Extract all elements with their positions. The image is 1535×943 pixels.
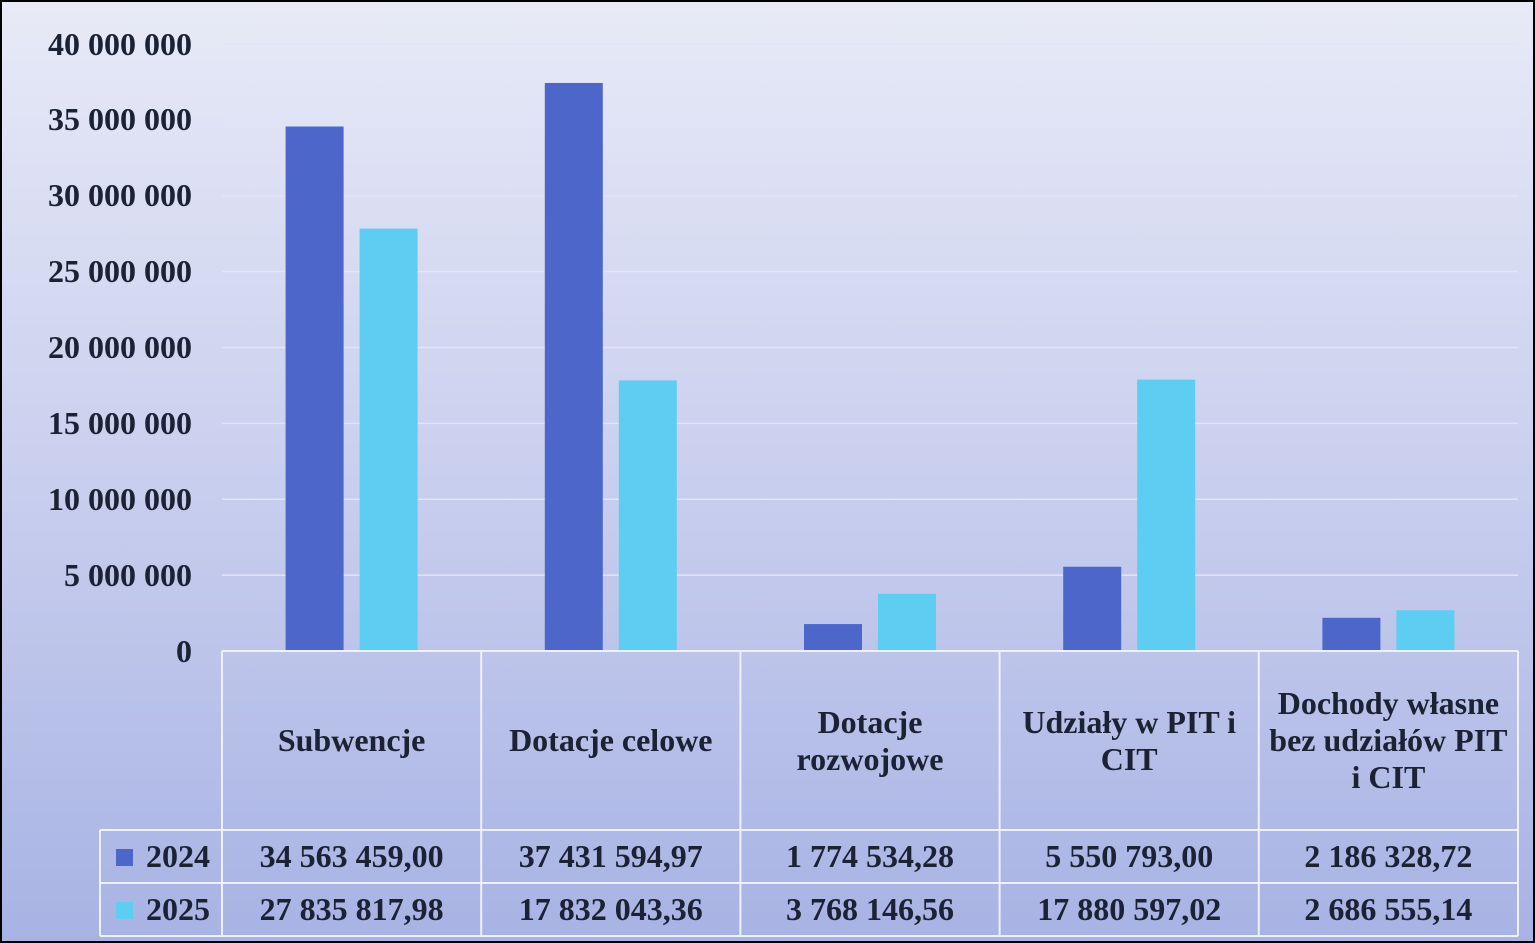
y-tick-label: 20 000 000: [48, 329, 192, 365]
data-label: 3 768 146,56: [785, 891, 954, 927]
bar: [804, 624, 862, 651]
data-label: 1 774 534,28: [785, 838, 954, 874]
y-tick-label: 30 000 000: [48, 177, 192, 214]
y-tick-label: 10 000 000: [48, 480, 192, 517]
y-tick-label: 0: [176, 632, 192, 669]
legend-swatch: [116, 849, 133, 866]
bar: [1137, 379, 1196, 651]
x-tick-label: Subwencje: [277, 722, 426, 758]
bar: [1396, 610, 1455, 651]
legend-swatch: [116, 902, 133, 919]
data-label: 2 686 555,14: [1304, 891, 1473, 927]
data-label: 34 563 459,00: [259, 838, 444, 874]
bar: [618, 380, 677, 651]
bar: [544, 82, 603, 652]
x-tick-label: Udziały w PIT i CIT: [1022, 703, 1237, 777]
y-tick-label: 40 000 000: [48, 25, 192, 62]
y-tick-label: 25 000 000: [48, 253, 192, 290]
data-label: 17 880 597,02: [1037, 891, 1222, 927]
x-tick-label: Dotacje celowe: [509, 722, 713, 758]
bar: [1322, 617, 1381, 651]
bar: [359, 228, 418, 651]
y-tick-label: 15 000 000: [48, 404, 192, 441]
y-tick-label: 35 000 000: [48, 101, 192, 138]
x-tick-label: Dochody własne bez udziałów PIT i CIT: [1269, 685, 1508, 795]
data-label: 27 835 817,98: [259, 891, 444, 927]
data-label: 5 550 793,00: [1045, 838, 1214, 874]
data-label: 17 832 043,36: [518, 891, 703, 927]
data-label: 37 431 594,97: [518, 838, 703, 874]
data-label: 2 186 328,72: [1304, 838, 1473, 874]
x-tick-label: Dotacje rozwojowe: [796, 703, 944, 777]
y-tick-label: 5 000 000: [64, 556, 192, 593]
bar: [878, 593, 936, 651]
legend-label: 2024: [146, 838, 210, 874]
bar: [285, 126, 344, 651]
bar: [1063, 566, 1122, 651]
legend-label: 2025: [146, 891, 210, 927]
